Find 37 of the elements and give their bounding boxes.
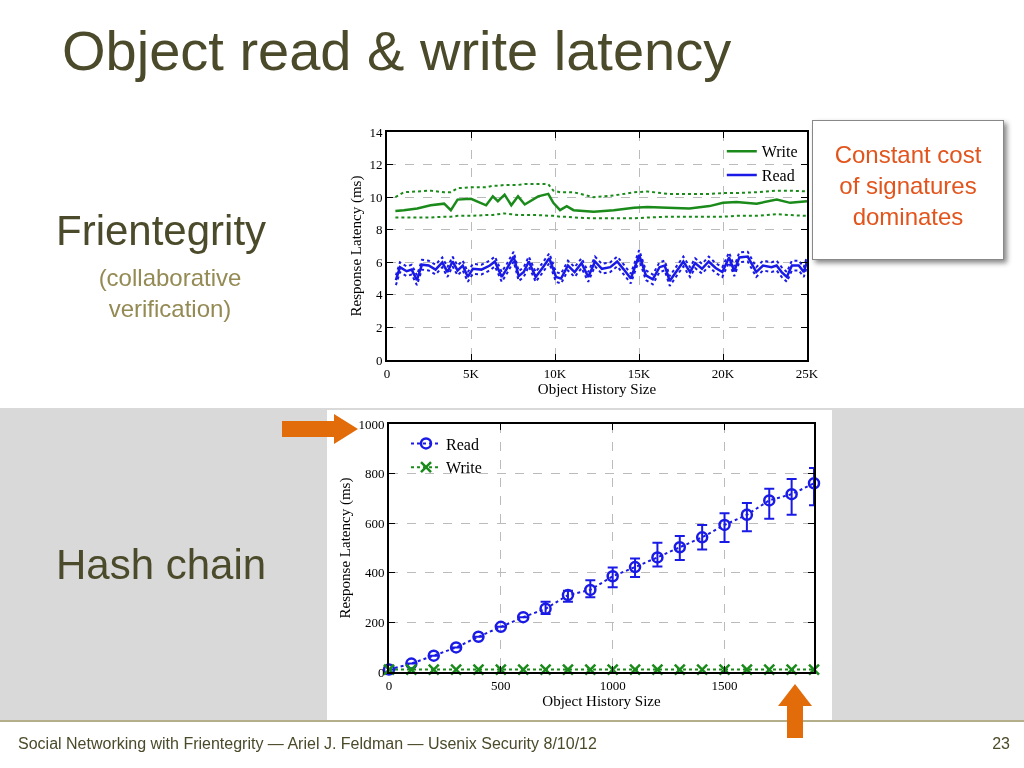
x-tick-label: 5K (463, 365, 480, 381)
chart-title: Object read & write latency (62, 18, 732, 83)
text: (collaborative verification) (97, 263, 243, 325)
x-tick-label: 15K (627, 365, 651, 381)
y-tick-label: 2 (375, 319, 383, 335)
x-tick-label: 10K (543, 365, 567, 381)
legend-label: Write (761, 143, 798, 161)
y-tick-label: 14 (369, 124, 383, 140)
x-axis-title: Object History Size (542, 693, 661, 710)
legend-label: Write (446, 459, 482, 477)
x-tick-label: 1500 (711, 677, 738, 693)
y-tick-label: 800 (364, 466, 385, 482)
y-tick-label: 6 (375, 254, 383, 270)
legend-label: Read (446, 435, 479, 453)
y-tick-label: 12 (369, 157, 383, 173)
y-tick-label: 10 (369, 189, 383, 205)
text: 23 (991, 734, 1010, 754)
y-axis-title: Response Latency (ms) (348, 175, 366, 317)
y-tick-label: 1000 (358, 416, 385, 432)
y-tick-label: 0 (375, 352, 383, 368)
text: Hash chain (56, 540, 268, 590)
y-tick-label: 200 (364, 614, 385, 630)
x-tick-label: 20K (711, 365, 735, 381)
text: Constant cost of signatures dominates (812, 120, 1004, 260)
y-axis-title: Response Latency (ms) (337, 477, 355, 619)
text: Frientegrity (56, 206, 268, 256)
x-tick-label: 25K (795, 365, 819, 381)
x-tick-label: 1000 (599, 677, 626, 693)
y-tick-label: 4 (375, 287, 383, 303)
y-tick-label: 400 (364, 565, 385, 581)
y-tick-label: 0 (377, 664, 385, 680)
x-axis-title: Object History Size (537, 381, 657, 398)
legend-label: Read (761, 167, 795, 185)
text: Social Networking with Frientegrity — Ariel J. Feldman — Usenix Security 8/10/12 (18, 734, 598, 754)
y-tick-label: 600 (364, 515, 385, 531)
y-tick-label: 8 (375, 222, 383, 238)
x-tick-label: 500 (491, 677, 511, 693)
